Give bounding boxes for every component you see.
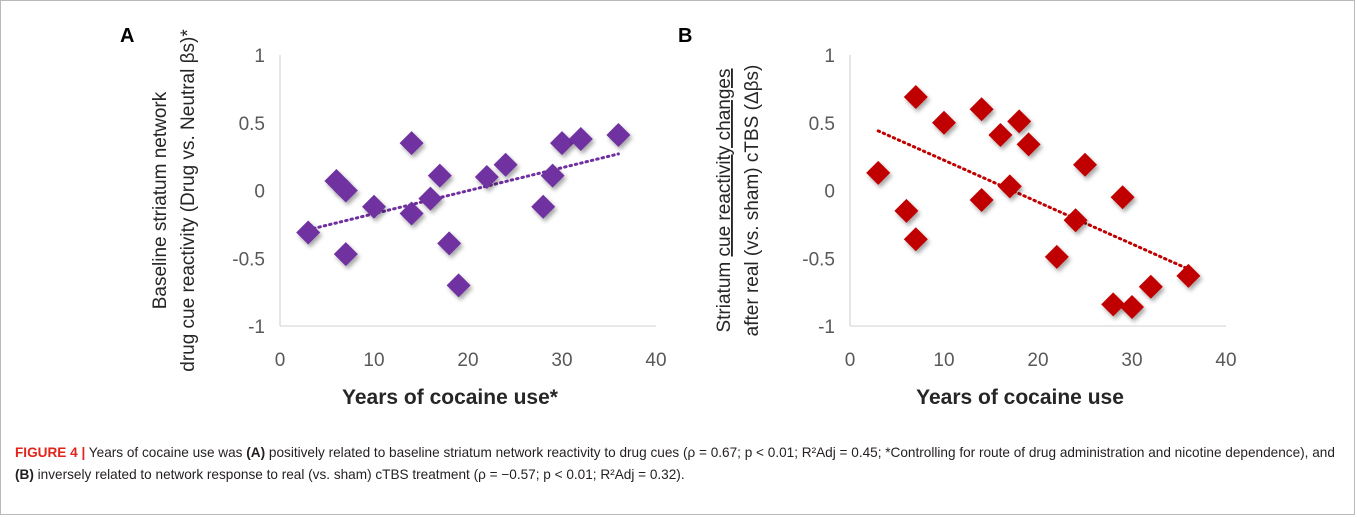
data-point: [903, 85, 928, 110]
data-point: [1016, 132, 1041, 157]
data-point: [418, 186, 443, 211]
data-point: [1176, 263, 1201, 288]
data-point: [362, 194, 386, 219]
y-axis-title-part: Striatum: [714, 256, 735, 332]
data-point: [540, 163, 565, 188]
data-point: [427, 163, 452, 188]
y-tick-label: 1: [824, 46, 835, 67]
data-point: [296, 220, 321, 245]
x-tick-label: 40: [1215, 350, 1236, 371]
panel-label: A: [120, 25, 134, 47]
caption-text-1: Years of cocaine use was: [85, 445, 247, 460]
panel-label: B: [678, 25, 692, 47]
data-point: [474, 164, 499, 189]
data-point: [997, 174, 1022, 199]
data-point: [932, 110, 956, 135]
x-tick-label: 0: [275, 350, 286, 371]
data-point: [568, 127, 593, 152]
y-tick-label: -0.5: [802, 249, 835, 270]
x-tick-label: 30: [1121, 350, 1142, 371]
chart-panel-b: B 1 0.5 0 -0.5 -1 0 10 20 30 40 Years of cocaine us…: [678, 25, 1237, 409]
x-tick-label: 10: [363, 350, 384, 371]
x-tick-label: 20: [1027, 350, 1048, 371]
figure-caption: FIGURE 4 | Years of cocaine use was (A) …: [15, 442, 1335, 486]
y-axis-title-line: Striatum cue reactivity changes: [714, 68, 735, 332]
y-axis-title-line: Baseline striatum network: [150, 91, 171, 309]
data-point: [1120, 295, 1144, 320]
figure-label: FIGURE 4 |: [15, 445, 86, 460]
data-point: [399, 131, 424, 156]
data-point: [1101, 292, 1126, 317]
caption-text-2: positively related to baseline striatum …: [265, 445, 1335, 460]
x-axis-title: Years of cocaine use: [916, 386, 1124, 409]
x-tick-label: 0: [845, 350, 856, 371]
data-point: [894, 198, 919, 223]
data-point: [333, 178, 358, 203]
data-point: [988, 122, 1013, 147]
x-tick-label: 10: [933, 350, 954, 371]
x-tick-label: 40: [645, 350, 666, 371]
chart-panel-a: A 1 0.5 0 -0.5 -1 0 10 20 30 40 Years of cocaine us…: [120, 25, 667, 409]
data-point: [399, 201, 424, 226]
data-point: [333, 242, 358, 267]
data-point: [1138, 274, 1163, 299]
data-point: [437, 231, 462, 256]
data-point: [1044, 244, 1069, 269]
y-axis-title-line: drug cue reactivity (Drug vs. Neutral βs…: [178, 29, 199, 372]
x-tick-label: 20: [457, 350, 478, 371]
y-tick-label: -0.5: [232, 249, 265, 270]
x-axis-title: Years of cocaine use*: [342, 386, 559, 409]
trendline: [306, 152, 620, 232]
data-point: [1110, 185, 1135, 210]
y-tick-label: -1: [818, 317, 835, 338]
data-point: [1063, 208, 1088, 233]
data-point: [531, 194, 556, 219]
y-tick-label: 0: [824, 182, 835, 203]
y-tick-label: 0.5: [239, 114, 265, 135]
data-point: [493, 152, 518, 177]
y-tick-label: 1: [254, 46, 265, 67]
y-axis-title-line: after real (vs. sham) cTBS (Δβs): [742, 65, 763, 337]
x-tick-label: 30: [551, 350, 572, 371]
data-point: [550, 131, 574, 156]
data-point: [903, 227, 928, 252]
data-point: [969, 97, 994, 122]
caption-panel-b: (B): [15, 467, 34, 482]
y-tick-label: -1: [248, 317, 265, 338]
data-point: [969, 187, 994, 212]
data-point: [1007, 109, 1032, 134]
trendline: [876, 129, 1190, 271]
y-tick-label: 0.5: [809, 114, 835, 135]
data-point: [606, 122, 631, 147]
y-tick-label: 0: [254, 182, 265, 203]
y-axis-title-underlined: cue reactivity changes: [714, 68, 735, 256]
data-point: [446, 273, 471, 298]
data-point: [866, 160, 891, 185]
caption-text-3: inversely related to network response to…: [33, 467, 685, 482]
data-point: [1073, 152, 1097, 177]
caption-panel-a: (A): [246, 445, 266, 460]
